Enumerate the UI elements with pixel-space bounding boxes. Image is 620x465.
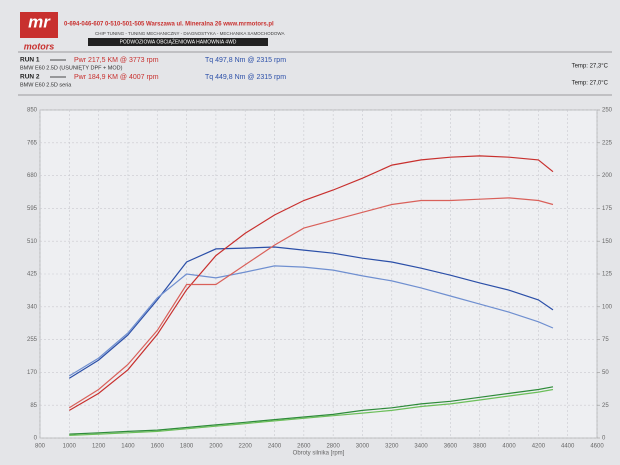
x-tick-label: 1600 bbox=[151, 444, 165, 450]
y-tick-label: 680 bbox=[27, 173, 38, 179]
x-tick-label: 4400 bbox=[561, 444, 575, 450]
logo-top: mr bbox=[28, 12, 51, 31]
banner-box bbox=[88, 38, 268, 46]
x-tick-label: 3800 bbox=[473, 444, 487, 450]
x-tick-label: 2600 bbox=[297, 444, 311, 450]
curve bbox=[68, 265, 554, 377]
y-tick-label: 765 bbox=[27, 140, 38, 146]
y2-tick-label: 175 bbox=[602, 206, 613, 212]
run-car: BMW E60 2.5D (USUNIĘTY DPF + MOD) bbox=[20, 65, 123, 71]
y2-tick-label: 225 bbox=[602, 140, 613, 146]
x-tick-label: 2200 bbox=[239, 444, 253, 450]
plot: 800 1000 1200 1400 1600 1800 2000 2200 2400 2600 2… bbox=[27, 108, 613, 457]
run-torque: Tq 497,8 Nm @ 2315 rpm bbox=[205, 57, 286, 64]
y-tick-label: 850 bbox=[27, 108, 38, 114]
logo-box bbox=[20, 12, 58, 38]
curve bbox=[69, 388, 554, 436]
curve bbox=[68, 246, 554, 379]
y2-tick-label: 250 bbox=[602, 108, 613, 114]
y-tick-label: 340 bbox=[27, 304, 38, 310]
x-axis-label: Obroty silnika [rpm] bbox=[293, 451, 345, 457]
x-tick-label: 3400 bbox=[414, 444, 428, 450]
y2-tick-label: 100 bbox=[602, 304, 613, 310]
y2-tick-label: 0 bbox=[602, 436, 606, 442]
x-tick-label: 2400 bbox=[268, 444, 282, 450]
y-tick-label: 510 bbox=[27, 239, 38, 245]
x-tick-label: 4600 bbox=[590, 444, 604, 450]
curve bbox=[68, 197, 554, 409]
x-tick-label: 1400 bbox=[121, 444, 135, 450]
logo-bottom: motors bbox=[24, 41, 55, 51]
run-power: Pwr 184,9 KM @ 4007 rpm bbox=[74, 74, 159, 81]
x-tick-label: 1200 bbox=[92, 444, 106, 450]
run-power: Pwr 217,5 KM @ 3773 rpm bbox=[74, 57, 159, 64]
y2-tick-label: 50 bbox=[602, 370, 609, 376]
curve bbox=[68, 155, 554, 411]
services: CHIP TUNING - TUNING MECHANICZNY - DIAGN… bbox=[95, 31, 285, 36]
curve bbox=[69, 386, 554, 435]
run-label: RUN 2 bbox=[20, 74, 40, 81]
x-tick-label: 4000 bbox=[502, 444, 516, 450]
y-tick-label: 170 bbox=[27, 370, 38, 376]
runs: RUN 1 Pwr 217,5 KM @ 3773 rpm Tq 497,8 Nm … bbox=[20, 57, 609, 89]
y2-tick-label: 200 bbox=[602, 173, 613, 179]
y-tick-label: 85 bbox=[30, 403, 37, 409]
x-tick-label: 2000 bbox=[209, 444, 223, 450]
y-tick-label: 255 bbox=[27, 337, 38, 343]
x-tick-label: 3200 bbox=[385, 444, 399, 450]
y2-tick-label: 150 bbox=[602, 239, 613, 245]
y2-tick-label: 125 bbox=[602, 272, 613, 278]
x-tick-label: 1800 bbox=[180, 444, 194, 450]
run-temp: Temp: 27,3°C bbox=[572, 64, 609, 70]
x-tick-label: 4200 bbox=[532, 444, 546, 450]
contact: 0-694-046-607 0-510-501-505 Warszawa ul.… bbox=[64, 22, 274, 28]
y-tick-label: 595 bbox=[27, 206, 38, 212]
y-tick-label: 0 bbox=[34, 436, 38, 442]
y2-tick-label: 75 bbox=[602, 337, 609, 343]
x-tick-label: 3600 bbox=[444, 444, 458, 450]
x-tick-label: 800 bbox=[35, 444, 46, 450]
x-tick-label: 2800 bbox=[326, 444, 340, 450]
x-tick-label: 3000 bbox=[356, 444, 370, 450]
run-torque: Tq 449,8 Nm @ 2315 rpm bbox=[205, 74, 286, 81]
banner: PODWOZIOWA OBCIĄŻENIOWA HAMOWNIA 4WD bbox=[120, 38, 237, 45]
x-tick-label: 1000 bbox=[63, 444, 77, 450]
run-car: BMW E60 2.5D seria bbox=[20, 82, 72, 88]
y2-tick-label: 25 bbox=[602, 403, 609, 409]
y-tick-label: 425 bbox=[27, 272, 38, 278]
run-temp: Temp: 27,0°C bbox=[572, 81, 609, 87]
run-label: RUN 1 bbox=[20, 57, 40, 64]
